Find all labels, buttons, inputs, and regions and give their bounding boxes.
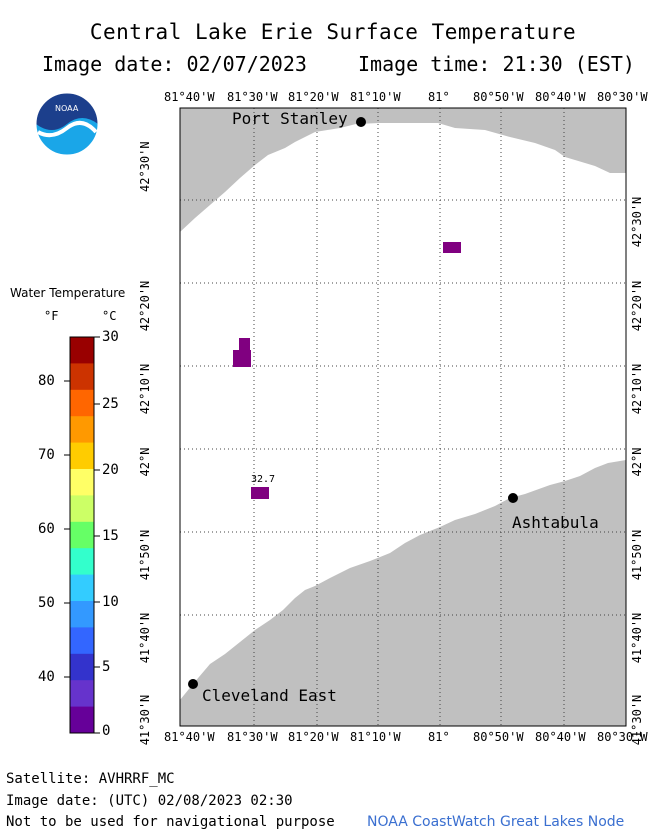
lon-label-top-6: 80°50'W <box>473 90 524 104</box>
legend-f-tick-60: 60 <box>38 521 55 537</box>
lon-label-bottom-2: 81°30'W <box>227 730 278 744</box>
map-border <box>179 107 627 727</box>
legend-c-tick-0: 0 <box>102 723 111 739</box>
legend-color-segment <box>70 495 94 523</box>
lat-label-left-4: 42°N <box>138 447 152 477</box>
lon-label-bottom-3: 81°20'W <box>288 730 339 744</box>
legend-color-bar <box>70 337 94 734</box>
legend-color-segment <box>70 337 94 364</box>
legend-color-segment <box>70 680 94 708</box>
south-land <box>180 460 626 726</box>
lon-label-bottom-5: 81° <box>428 730 450 744</box>
temperature-annotation: 32.7 <box>251 474 276 485</box>
legend-c-tick-25: 25 <box>102 396 119 412</box>
lat-label-left-2: 42°20'N <box>138 280 152 332</box>
legend-tick-marks <box>64 336 100 734</box>
legend-c-tick-20: 20 <box>102 462 119 478</box>
legend-color-segment <box>70 363 94 391</box>
footer-credit: NOAA CoastWatch Great Lakes Node <box>367 814 625 830</box>
legend-color-segment <box>70 548 94 576</box>
city-dot-ashtabula <box>508 493 518 503</box>
pixel-west-upper <box>239 338 250 350</box>
legend-color-segment <box>70 521 94 549</box>
legend-color-segment <box>70 416 94 444</box>
legend-color-segment <box>70 653 94 681</box>
legend-color-segment <box>70 574 94 602</box>
lat-label-right-5: 41°50'N <box>630 529 644 581</box>
city-dot-cleveland-east <box>188 679 198 689</box>
map-title: Central Lake Erie Surface Temperature <box>89 20 577 44</box>
legend-f-tick-40: 40 <box>38 669 55 685</box>
lat-label-right-1: 42°30'N <box>630 196 644 248</box>
image-date-label: Image date: 02/07/2023 <box>42 52 307 76</box>
lon-label-top-4: 81°10'W <box>350 90 401 104</box>
pixel-north <box>443 242 461 253</box>
legend-color-segment <box>70 469 94 496</box>
north-land <box>180 108 626 232</box>
graticule <box>180 108 626 726</box>
lat-label-left-1: 42°30'N <box>138 141 152 192</box>
legend-f-tick-70: 70 <box>38 447 55 463</box>
lon-label-bottom-4: 81°10'W <box>350 730 401 744</box>
lat-label-right-4: 42°N <box>630 447 644 477</box>
lon-label-bottom-7: 80°40'W <box>535 730 586 744</box>
noaa-logo-text: NOAA <box>55 104 79 113</box>
lat-label-left-7: 41°30'N <box>138 694 152 746</box>
city-dot-port-stanley <box>356 117 366 127</box>
legend-c-tick-30: 30 <box>102 329 119 345</box>
lon-label-bottom-1: 81°40'W <box>164 730 215 744</box>
city-label-cleveland-east: Cleveland East <box>202 686 337 705</box>
lat-label-right-2: 42°20'N <box>630 280 644 332</box>
legend-color-segment <box>70 601 94 628</box>
legend-title: Water Temperature <box>10 286 126 300</box>
legend-c-tick-5: 5 <box>102 659 111 675</box>
footer-utc-date: Image date: (UTC) 02/08/2023 02:30 <box>6 793 293 809</box>
lat-label-right-6: 41°40'N <box>630 612 644 664</box>
city-label-port-stanley: Port Stanley <box>232 109 348 128</box>
legend-color-segment <box>70 706 94 734</box>
footer-disclaimer: Not to be used for navigational purpose <box>6 814 335 830</box>
legend-f-tick-80: 80 <box>38 373 55 389</box>
image-time-label: Image time: 21:30 (EST) <box>358 52 635 76</box>
footer-satellite: Satellite: AVHRRF_MC <box>6 771 175 787</box>
legend-color-segment <box>70 627 94 655</box>
lat-label-left-3: 42°10'N <box>138 363 152 415</box>
lon-label-top-5: 81° <box>428 90 450 104</box>
legend-c-tick-10: 10 <box>102 594 119 610</box>
city-label-ashtabula: Ashtabula <box>512 513 599 532</box>
lat-label-right-3: 42°10'N <box>630 363 644 415</box>
pixel-west-lower <box>233 350 251 367</box>
legend-unit-f: °F <box>44 309 59 323</box>
legend-color-segment <box>70 389 94 417</box>
lat-label-right-7: 41°30'N <box>630 694 644 746</box>
lon-label-bottom-8: 80°30'W <box>597 730 648 744</box>
noaa-logo <box>35 92 99 156</box>
legend-unit-c: °C <box>102 309 117 323</box>
lon-label-bottom-6: 80°50'W <box>473 730 524 744</box>
lon-label-top-8: 80°30'W <box>597 90 648 104</box>
lat-label-left-6: 41°40'N <box>138 612 152 664</box>
legend-bar-border <box>69 336 95 734</box>
legend-c-tick-15: 15 <box>102 528 119 544</box>
lon-label-top-7: 80°40'W <box>535 90 586 104</box>
legend-color-segment <box>70 442 94 470</box>
lon-label-top-1: 81°40'W <box>164 90 215 104</box>
legend-f-tick-50: 50 <box>38 595 55 611</box>
lon-label-top-3: 81°20'W <box>288 90 339 104</box>
lon-label-top-2: 81°30'W <box>227 90 278 104</box>
pixel-south <box>251 487 269 499</box>
lat-label-left-5: 41°50'N <box>138 529 152 581</box>
temperature-pixels <box>233 242 461 499</box>
